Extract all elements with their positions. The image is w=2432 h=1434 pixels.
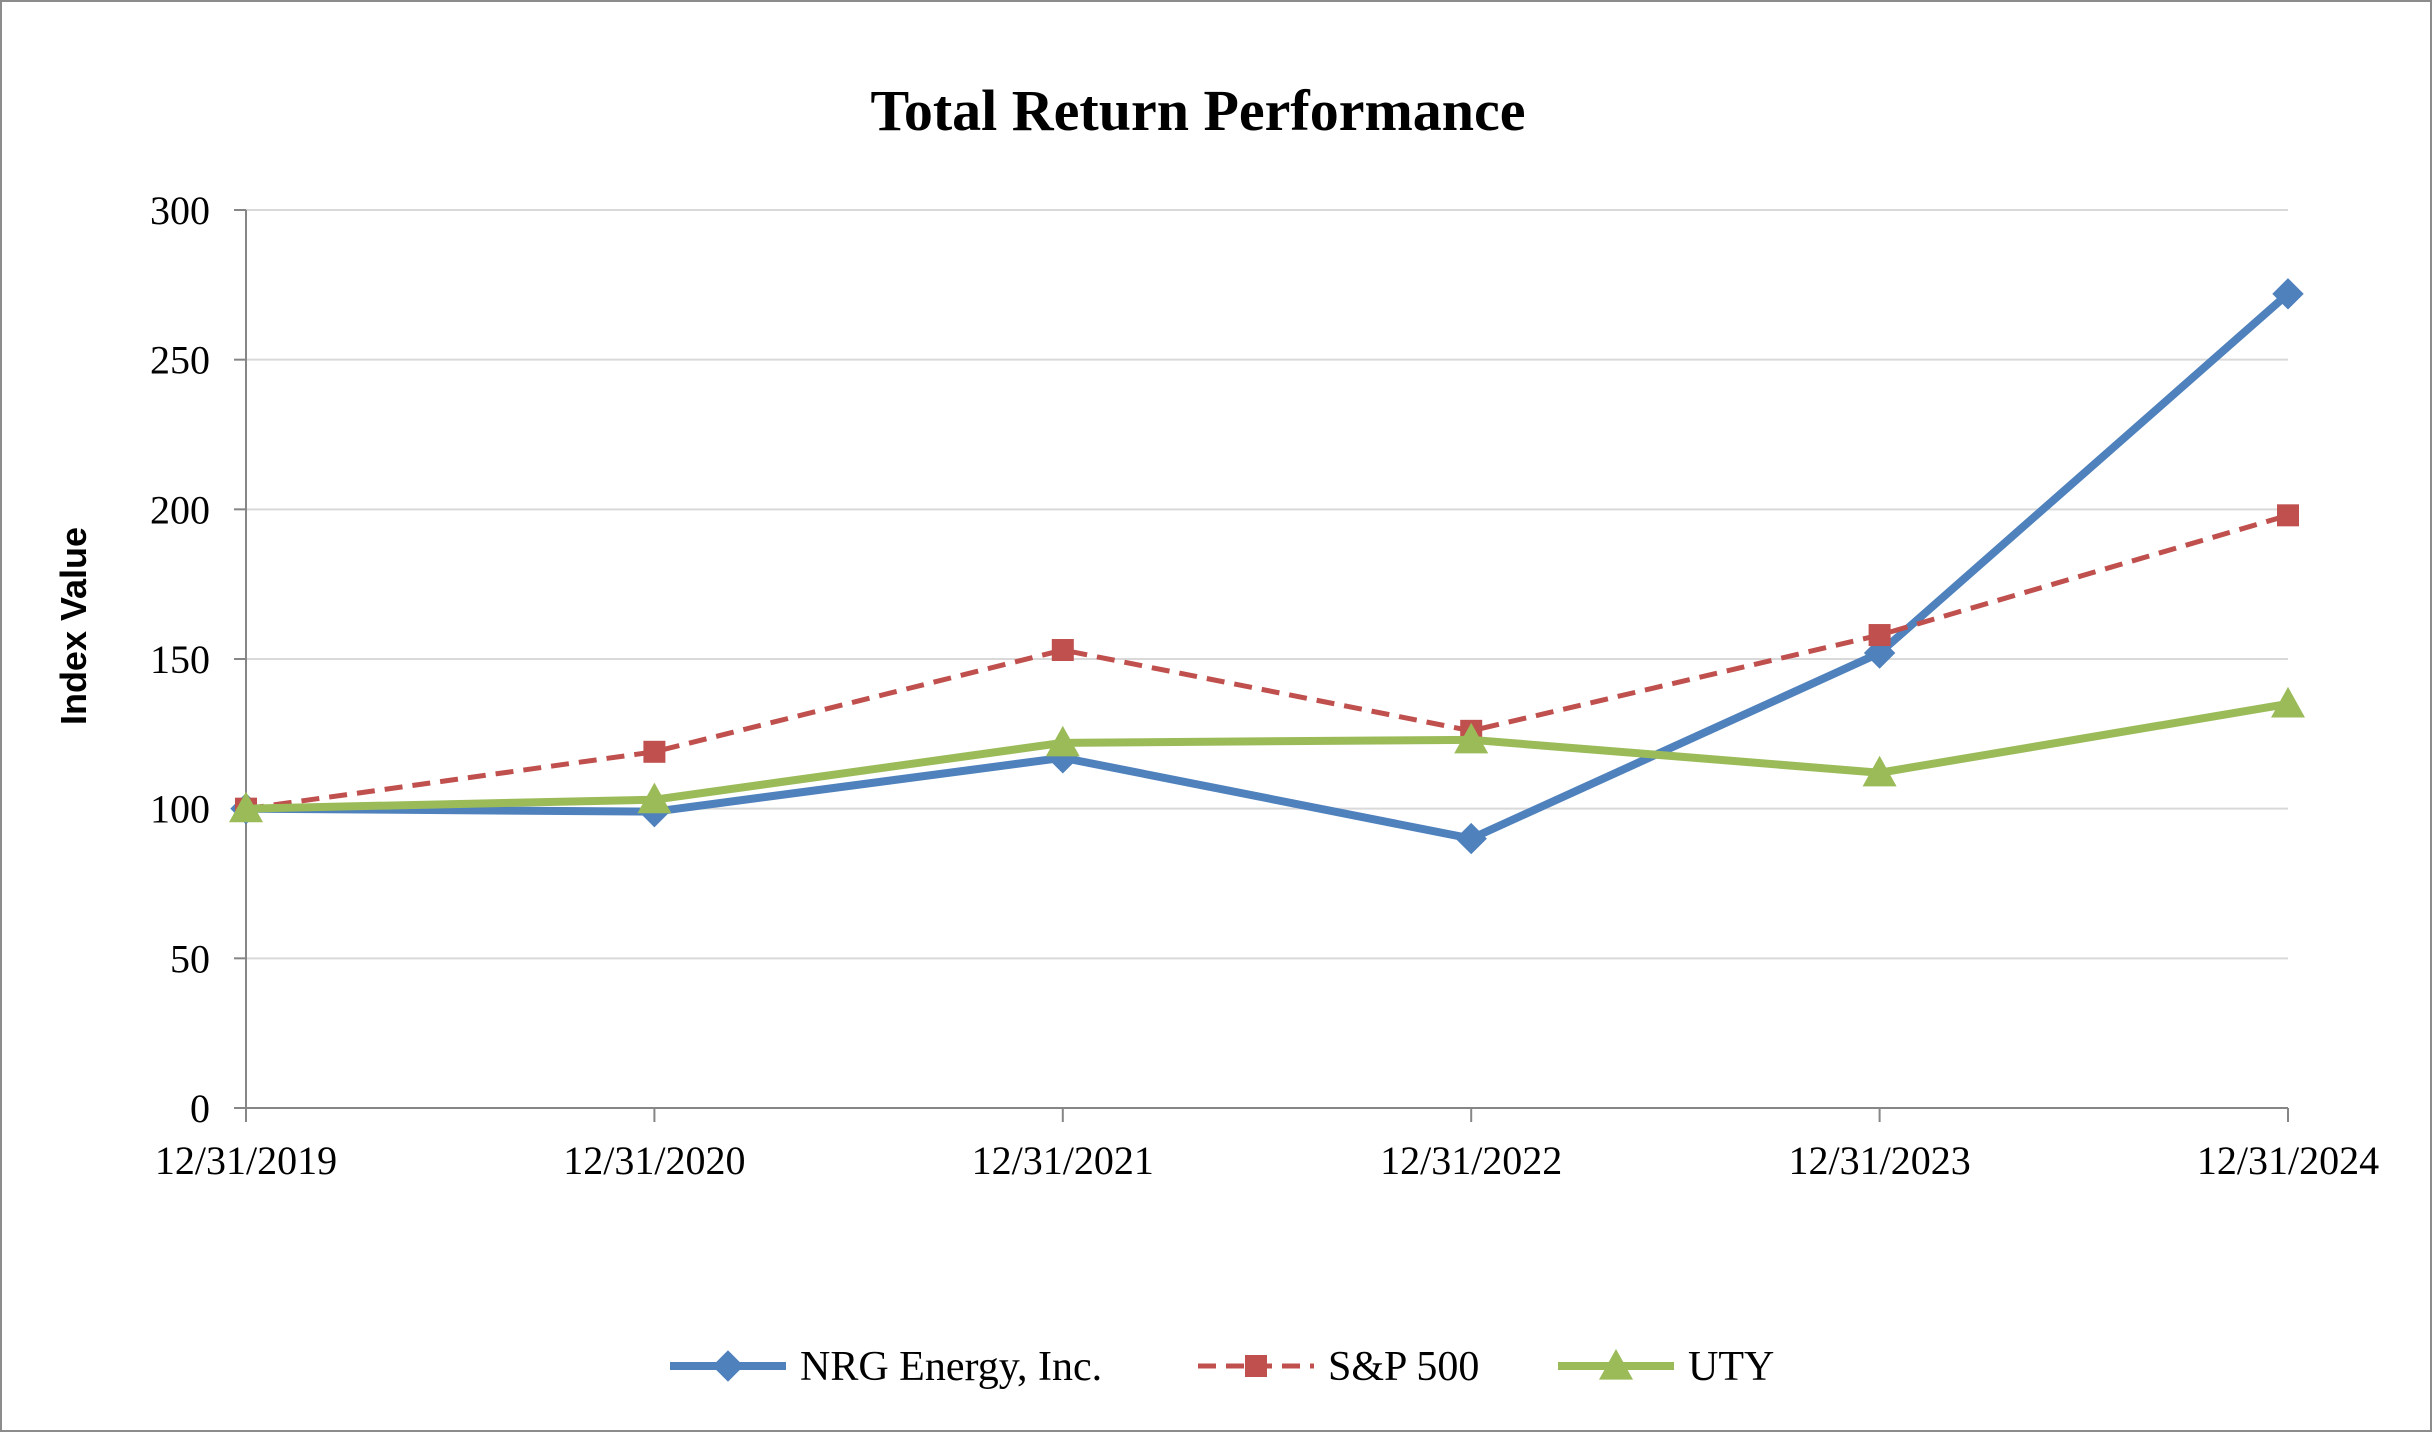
data-point-1-2 [1051,639,1074,662]
legend-marker-1 [1245,1355,1267,1377]
data-point-2-0 [229,791,263,823]
series-line-1 [245,512,2289,812]
y-tick-label: 0 [190,1086,210,1131]
legend-label-2: UTY [1688,1344,1774,1390]
data-point-1-5 [2277,504,2299,527]
gridlines [246,209,2288,960]
legend-label-1: S&P 500 [1328,1344,1479,1390]
data-point-1-4 [1868,624,1891,647]
data-point-0-3 [1455,822,1487,855]
data-point-2-2 [1045,725,1080,757]
x-tick-label: 12/31/2021 [972,1138,1154,1183]
series-line-0 [245,290,2291,843]
axes [234,209,2289,1122]
y-tick-label: 100 [150,787,210,832]
data-point-0-5 [2272,278,2304,310]
chart-title: Total Return Performance [870,78,1525,143]
x-tick-label: 12/31/2023 [1788,1138,1970,1183]
legend: NRG Energy, Inc. S&P 500 UTY [670,1344,1774,1390]
y-tick-label: 250 [150,338,210,383]
x-tick-label: 12/31/2020 [563,1138,745,1183]
y-axis-label: Index Value [53,527,94,725]
series-lines [229,278,2305,855]
y-tick-label: 200 [150,487,210,532]
legend-marker-2 [1599,1349,1633,1380]
x-tick-label: 12/31/2022 [1380,1138,1562,1183]
series-line-2 [245,699,2289,813]
data-point-2-5 [2271,686,2305,718]
y-tick-labels: 0 50 100 150 200 250 300 [150,188,210,1131]
legend-marker-0 [712,1350,744,1382]
data-point-1-1 [643,740,666,763]
y-tick-label: 150 [150,637,210,682]
data-point-2-1 [637,782,672,814]
x-tick-label: 12/31/2019 [155,1138,337,1183]
data-point-2-4 [1862,755,1897,787]
legend-label-0: NRG Energy, Inc. [800,1344,1102,1390]
y-tick-label: 50 [170,936,210,981]
data-point-2-3 [1454,722,1489,754]
x-tick-labels: 12/31/2019 12/31/2020 12/31/2021 12/31/2022… [155,1138,2379,1183]
y-tick-label: 300 [150,188,210,233]
x-tick-label: 12/31/2024 [2197,1138,2379,1183]
